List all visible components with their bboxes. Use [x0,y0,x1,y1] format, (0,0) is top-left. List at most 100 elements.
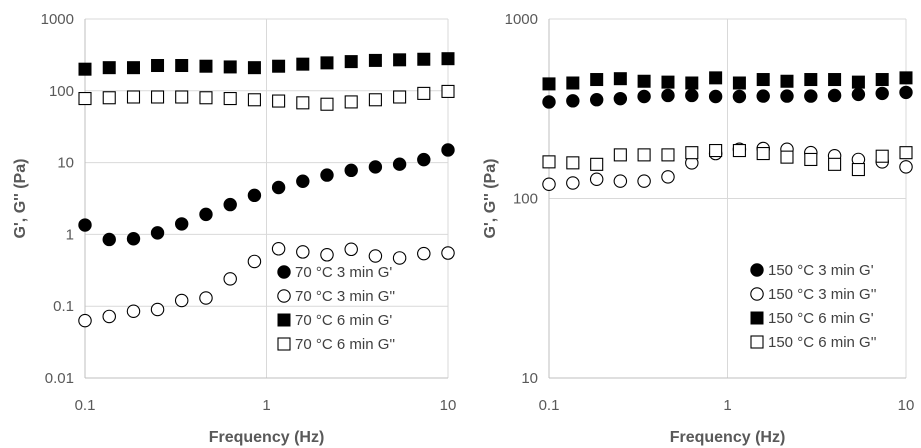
data-point [851,75,865,89]
data-point [685,146,699,160]
data-point [804,73,818,87]
data-point [637,74,651,88]
x-axis-title: Frequency (Hz) [670,429,786,446]
y-tick-label: 10 [57,155,74,172]
data-point [102,309,116,324]
data-point [78,91,92,106]
data-point [899,71,913,85]
data-point [344,55,358,69]
data-point [175,90,189,104]
data-point [126,232,141,246]
data-point [417,86,431,100]
chart-150c: 10 100 1000 0.1 1 10 Frequency (Hz) G', G'' (Pa… [482,11,914,446]
legend-marker [277,313,291,327]
data-point [899,160,913,174]
data-point [150,90,165,104]
y-tick-label: 100 [49,83,74,100]
data-point [685,76,699,90]
data-point [613,174,628,188]
data-point [661,148,675,162]
series-1 [78,242,455,328]
data-point [875,149,889,163]
legend-label: 150 °C 3 min G' [768,262,874,279]
data-point [126,304,141,319]
x-tick-label: 1 [723,397,731,414]
data-point [344,95,358,109]
data-point [566,76,580,90]
data-point [78,218,92,232]
data-point [827,88,842,103]
data-point [78,62,92,76]
data-point [613,91,628,106]
data-point [637,89,651,104]
data-point [151,59,165,73]
data-point [566,176,580,190]
data-point [247,61,261,75]
data-point [566,94,580,108]
series-3 [542,143,913,177]
data-point [392,251,407,265]
data-point [590,157,604,171]
data-point [709,71,723,85]
data-point [199,59,213,73]
data-point [296,96,310,110]
data-point [542,177,556,192]
data-point [661,75,675,89]
legend-label: 150 °C 3 min G'' [768,286,877,303]
data-point [344,163,358,178]
data-point [199,291,213,305]
data-point [441,143,455,157]
data-point [296,57,310,71]
data-point [804,152,818,167]
data-point [828,73,842,87]
data-point [589,93,604,107]
y-tick-label: 0.01 [45,370,74,387]
data-point [271,242,286,256]
data-point [732,76,746,90]
data-point [566,156,580,170]
data-point [102,232,116,247]
y-tick-label: 10 [521,370,538,387]
data-point [756,73,770,87]
series-2 [542,71,913,91]
data-point [851,162,865,177]
data-point [804,89,818,103]
data-point [851,87,866,102]
data-point [271,180,286,195]
data-point [732,143,746,158]
data-point [247,188,262,203]
series-0 [542,85,913,109]
legend-marker [277,289,291,303]
series-0 [78,143,455,247]
data-point [661,170,675,184]
data-point [756,146,770,161]
data-point [661,88,675,103]
legend-marker [750,263,764,277]
legend-marker [750,311,764,325]
data-point [613,72,627,86]
data-point [223,197,237,212]
data-point [199,91,213,105]
data-point [780,89,794,103]
data-point [296,174,310,188]
data-point [542,155,556,169]
data-point [150,226,165,240]
legend-marker [750,335,764,349]
series-2 [78,52,455,76]
legend-label: 70 °C 6 min G'' [295,336,395,353]
data-point [392,157,407,171]
data-point [875,73,889,87]
x-tick-label: 1 [262,397,270,414]
legend-label: 70 °C 6 min G' [295,312,392,329]
y-axis-title: G', G'' (Pa) [12,159,29,239]
data-point [828,157,842,171]
data-point [542,77,556,91]
data-point [417,246,431,261]
data-point [417,152,431,167]
data-point [102,61,116,75]
legend-label: 70 °C 3 min G' [295,264,392,281]
data-point [344,242,358,257]
data-point [393,90,407,104]
data-point [102,91,116,105]
legend-label: 150 °C 6 min G' [768,310,874,327]
